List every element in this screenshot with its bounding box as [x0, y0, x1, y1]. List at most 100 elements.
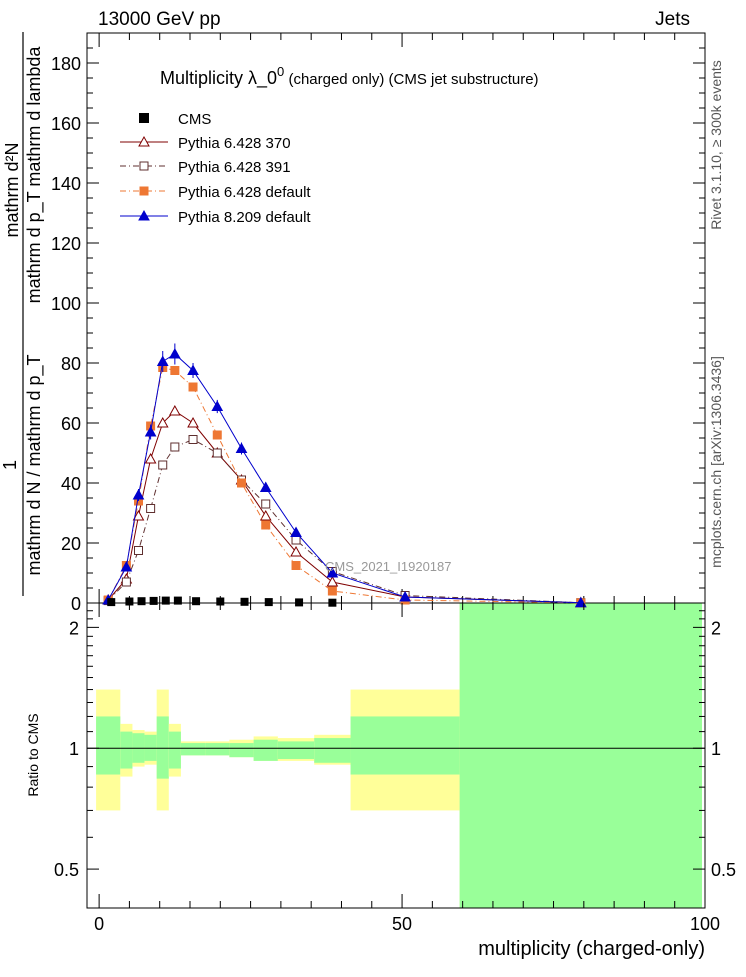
- header-left: 13000 GeV pp: [98, 9, 221, 30]
- mcplots-label: mcplots.cern.ch [arXiv:1306.3436]: [708, 356, 724, 568]
- legend-label: Pythia 6.428 391: [178, 159, 291, 176]
- legend: CMS Pythia 6.428 370 Pythia 6.428 391 Pythi…: [120, 111, 311, 226]
- ratio-band-stat: [314, 738, 351, 763]
- ratio-band-stat: [459, 603, 702, 908]
- legend-label: CMS: [178, 111, 211, 128]
- cms-marker: [240, 597, 249, 606]
- legend-item-2: Pythia 6.428 391: [120, 159, 291, 176]
- ratio-band-stat: [350, 716, 460, 775]
- series-marker: [291, 561, 301, 570]
- series-marker: [290, 526, 302, 537]
- series-marker: [144, 452, 157, 464]
- ratio-band-stat: [253, 739, 278, 761]
- cms-marker: [192, 597, 201, 606]
- legend-item-4: Pythia 8.209 default: [120, 209, 311, 226]
- chart-title-sup: 0: [277, 64, 284, 79]
- series-marker: [156, 355, 169, 366]
- series-marker: [188, 382, 198, 392]
- ratio-band-stat: [229, 743, 254, 758]
- ratio-y-tick-label: 2: [69, 618, 79, 638]
- y-tick-label: 160: [51, 114, 81, 134]
- y-tick-label: 100: [51, 294, 81, 314]
- x-axis-label: multiplicity (charged-only): [478, 938, 705, 960]
- x-tick-label: 0: [94, 914, 104, 934]
- series-marker: [261, 499, 271, 509]
- cms-marker: [216, 597, 225, 606]
- legend-marker: [138, 135, 150, 147]
- series-marker: [146, 504, 156, 513]
- series-4: [102, 343, 587, 608]
- rivet-label: Rivet 3.1.10, ≥ 300k events: [708, 60, 724, 230]
- series-2: [103, 435, 586, 608]
- ratio-band-stat: [168, 731, 181, 769]
- series-marker: [132, 509, 145, 521]
- series-marker: [187, 416, 199, 428]
- legend-item-3: Pythia 6.428 default: [120, 184, 311, 201]
- analysis-label: CMS_2021_I1920187: [325, 559, 452, 574]
- series-marker: [212, 448, 222, 458]
- series-marker: [169, 347, 181, 359]
- y-tick-label: 40: [61, 474, 81, 494]
- series-marker: [169, 404, 181, 416]
- y-label-denominator: mathrm d p_T mathrm d lambda: [24, 46, 45, 304]
- series-marker: [211, 400, 224, 411]
- cms-marker: [107, 598, 116, 607]
- x-tick-label: 100: [690, 914, 720, 934]
- ratio-band-stat: [205, 743, 230, 756]
- header-right: Jets: [655, 9, 690, 30]
- series-marker: [259, 509, 272, 521]
- cms-marker: [161, 596, 170, 605]
- legend-marker: [139, 113, 149, 123]
- y-tick-label: 80: [61, 354, 81, 374]
- cms-data: [107, 596, 337, 607]
- series-marker: [158, 460, 168, 470]
- cms-marker: [149, 596, 158, 605]
- ratio-y-tick-label-right: 1: [711, 739, 721, 759]
- legend-label: Pythia 6.428 default: [178, 184, 311, 201]
- ratio-y-tick-label-right: 0.5: [711, 860, 736, 880]
- series-marker: [326, 566, 339, 578]
- chart-title: Multiplicity λ_00 (charged only) (CMS je…: [160, 64, 539, 89]
- ratio-band-stat: [180, 743, 206, 756]
- ratio-band-stat: [156, 716, 169, 779]
- y-tick-label: 140: [51, 174, 81, 194]
- y-label-numerator: mathrm d²N: [2, 142, 22, 237]
- series-marker: [291, 535, 301, 545]
- legend-label: Pythia 8.209 default: [178, 209, 311, 226]
- ratio-y-tick-label: 1: [69, 739, 79, 759]
- cms-marker: [328, 598, 337, 607]
- y-axis-label: mathrm d²N mathrm d p_T mathrm d lambda …: [0, 32, 45, 596]
- chart-title-rest: (charged only) (CMS jet substructure): [284, 71, 538, 88]
- series-marker: [574, 596, 587, 608]
- series-marker: [187, 364, 199, 375]
- y-tick-label: 120: [51, 234, 81, 254]
- series-line: [107, 438, 581, 604]
- y-tick-label: 60: [61, 414, 81, 434]
- chart-title-main: Multiplicity λ_0: [160, 68, 277, 89]
- legend-item-cms: CMS: [139, 111, 211, 128]
- series-marker: [212, 430, 222, 440]
- cms-marker: [264, 598, 273, 607]
- series-marker: [261, 520, 271, 530]
- legend-marker: [138, 209, 150, 221]
- series-marker: [120, 560, 133, 572]
- y-tick-label: 180: [51, 54, 81, 74]
- series-marker: [134, 546, 143, 555]
- series-marker: [399, 590, 411, 602]
- main-plot-layer: 0 20 40 60 80 100 120 140 160 180: [51, 33, 706, 614]
- ratio-y-tick-label: 0.5: [54, 860, 79, 880]
- series-marker: [235, 442, 248, 453]
- cms-marker: [125, 597, 134, 606]
- series-line: [107, 366, 581, 604]
- series-line: [107, 353, 581, 604]
- legend-marker: [139, 186, 149, 196]
- ratio-band-stat: [277, 741, 315, 760]
- series-marker: [237, 478, 246, 488]
- series-marker: [170, 442, 180, 452]
- x-tick-label: 50: [392, 914, 412, 934]
- y-label-prefix: 1: [0, 460, 20, 470]
- ratio-plot-frame: [86, 602, 706, 909]
- cms-marker: [137, 597, 146, 606]
- ratio-y-tick-label-right: 2: [711, 618, 721, 638]
